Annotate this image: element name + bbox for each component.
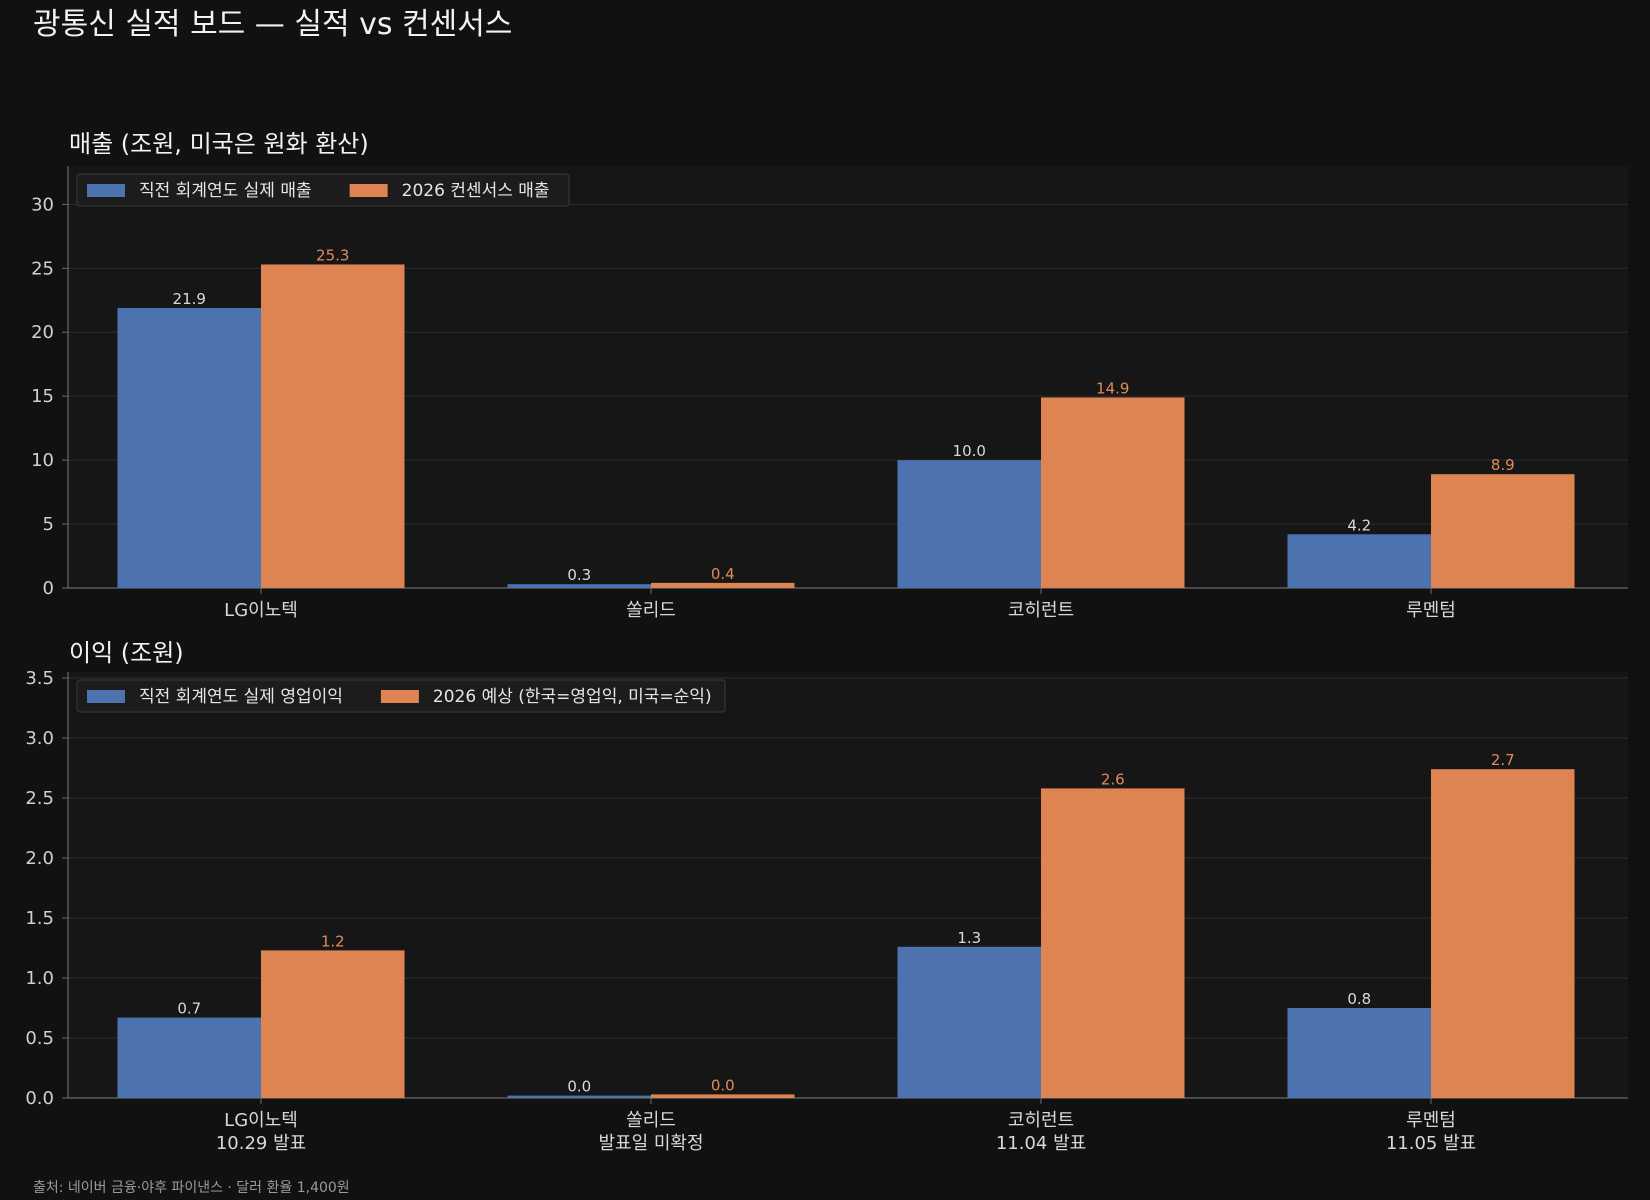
legend-swatch [380,690,419,703]
bar-consensus [261,950,405,1098]
x-tick-label: 쏠리드 [626,600,676,621]
x-tick-label: 쏠리드 [626,1110,676,1131]
y-tick-label: 3.5 [25,668,54,689]
bar-consensus [1431,769,1575,1098]
legend-label: 2026 컨센서스 매출 [402,181,550,201]
legend-swatch [87,184,125,197]
bar-actual [507,584,651,588]
chart-panel-1: 매출 (조원, 미국은 원화 환산) 0 5 10 15 20 25 30 21.9 25.3 LG… [31,130,1628,621]
y-tick-label: 20 [31,322,54,343]
x-tick-sublabel: 11.05 발표 [1386,1133,1476,1154]
data-label: 8.9 [1491,456,1515,474]
legend-label: 직전 회계연도 실제 영업이익 [139,687,343,707]
chart-title: 매출 (조원, 미국은 원화 환산) [69,130,369,158]
bar-consensus [261,264,405,588]
y-tick-label: 15 [31,386,54,407]
bar-actual [1287,1008,1431,1098]
y-tick-label: 10 [31,450,54,471]
legend-box [76,173,570,207]
data-label: 0.4 [711,565,735,583]
data-label: 0.7 [177,1000,201,1018]
data-label: 25.3 [316,246,349,264]
bar-consensus [1041,397,1185,588]
y-tick-label: 2.0 [25,848,54,869]
x-tick-label: 루멘텀 [1406,600,1456,621]
x-tick-label: LG이노텍 [224,1110,298,1131]
bar-consensus [651,1094,795,1098]
bar-actual [897,946,1041,1098]
y-tick-label: 25 [31,258,54,279]
data-label: 2.7 [1491,751,1515,769]
data-label: 4.2 [1347,516,1371,534]
charts-container: 매출 (조원, 미국은 원화 환산) 0 5 10 15 20 25 30 21.9 25.3 LG… [25,130,1628,1154]
bar-consensus [1431,474,1575,588]
legend-swatch [349,184,388,197]
bar-actual [1287,534,1431,588]
legend-label: 2026 예상 (한국=영업익, 미국=순익) [433,687,712,707]
x-tick-sublabel: 11.04 발표 [996,1133,1086,1154]
x-tick-label: 코히런트 [1008,600,1074,621]
y-tick-label: 0.5 [25,1028,54,1049]
data-label: 0.0 [567,1078,591,1096]
data-label: 1.3 [957,929,981,947]
data-label: 0.8 [1347,990,1371,1008]
legend: 직전 회계연도 실제 영업이익 2026 예상 (한국=영업익, 미국=순익) [76,679,726,713]
x-tick-sublabel: 10.29 발표 [216,1133,306,1154]
chart-panel-2: 이익 (조원) 0.0 0.5 1.0 1.5 2.0 2.5 3.0 3.5 0.7 1.2 LG이… [25,639,1628,1154]
x-tick-sublabel: 발표일 미확정 [598,1133,703,1154]
data-label: 1.2 [321,932,345,950]
data-label: 14.9 [1096,379,1129,397]
y-tick-label: 0.0 [25,1088,54,1109]
data-label: 0.3 [567,566,591,584]
data-label: 21.9 [173,290,206,308]
x-tick-label: LG이노텍 [224,600,298,621]
legend: 직전 회계연도 실제 매출 2026 컨센서스 매출 [76,173,570,207]
data-label: 2.6 [1101,770,1125,788]
y-tick-label: 30 [31,194,54,215]
y-tick-label: 1.0 [25,968,54,989]
y-tick-label: 0 [43,578,54,599]
y-tick-label: 3.0 [25,728,54,749]
y-tick-label: 2.5 [25,788,54,809]
page-title: 광통신 실적 보드 — 실적 vs 컨센서스 [33,7,512,42]
bar-consensus [651,582,795,588]
chart-title: 이익 (조원) [69,639,184,667]
bar-actual [117,1017,261,1098]
legend-label: 직전 회계연도 실제 매출 [139,181,312,201]
legend-swatch [87,690,125,703]
bar-actual [507,1095,651,1098]
bar-actual [117,307,261,588]
y-tick-label: 5 [43,514,54,535]
bar-actual [897,460,1041,588]
bar-consensus [1041,788,1185,1098]
source-note: 출처: 네이버 금융·야후 파이낸스 · 달러 환율 1,400원 [33,1180,350,1196]
data-label: 10.0 [953,442,986,460]
data-label: 0.0 [711,1076,735,1094]
x-tick-label: 코히런트 [1008,1110,1074,1131]
x-tick-label: 루멘텀 [1406,1110,1456,1131]
y-tick-label: 1.5 [25,908,54,929]
